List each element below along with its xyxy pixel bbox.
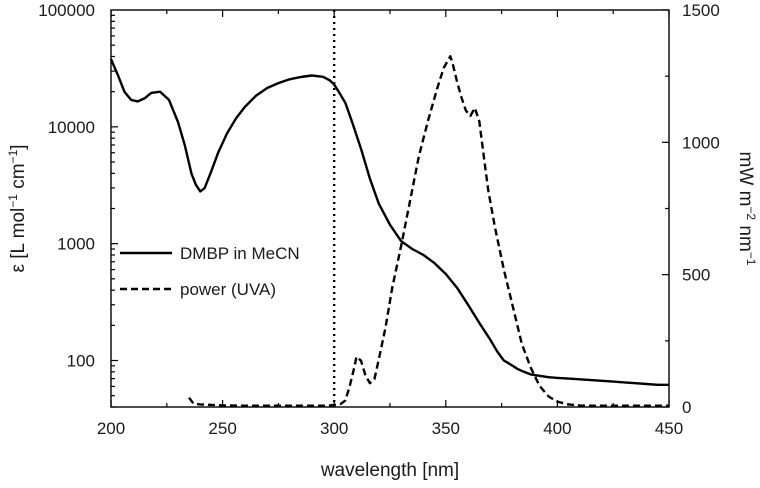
left-axis-title-sup2: −1 (6, 149, 20, 163)
left-axis-title: ε [L mol−1 cm−1] (6, 144, 29, 272)
left-axis-title-mid: cm (8, 163, 29, 194)
legend-label-power: power (UVA) (180, 280, 276, 299)
right-tick-label: 500 (682, 266, 710, 285)
right-tick-label: 0 (682, 398, 691, 417)
x-tick-label: 350 (432, 419, 460, 438)
x-axis-title: wavelength [nm] (320, 460, 459, 481)
legend-label-dmbp: DMBP in MeCN (180, 244, 300, 263)
left-axis: 100 1000 10000 100000 (38, 1, 118, 408)
left-tick-label: 1000 (57, 235, 95, 254)
left-tick-label: 100000 (38, 1, 95, 20)
right-axis-title-sup2: −1 (744, 252, 758, 266)
x-tick-label: 200 (97, 419, 125, 438)
x-tick-label: 450 (655, 419, 683, 438)
right-axis-title-mid: nm (735, 220, 756, 252)
bottom-axis: 200 250 300 350 400 450 (97, 10, 683, 438)
right-axis-title: mW m−2 nm−1 (735, 152, 758, 266)
right-axis-title-sup1: −2 (744, 206, 758, 220)
series-line-dmbp (109, 58, 669, 386)
left-axis-title-sup1: −1 (6, 194, 20, 208)
x-tick-label: 250 (208, 419, 236, 438)
right-tick-label: 1000 (682, 133, 720, 152)
series-line-power (188, 55, 669, 407)
x-tick-label: 300 (320, 419, 348, 438)
x-tick-label: 400 (543, 419, 571, 438)
right-axis-title-main: mW m (735, 152, 756, 207)
left-axis-title-end: ] (8, 144, 29, 149)
left-tick-label: 10000 (48, 118, 95, 137)
legend: DMBP in MeCN power (UVA) (120, 244, 300, 299)
left-tick-label: 100 (67, 352, 95, 371)
right-tick-label: 1500 (682, 1, 720, 20)
right-axis: 0 500 1000 1500 (662, 1, 720, 417)
plot-frame (110, 9, 670, 408)
plot-area (109, 9, 670, 408)
left-axis-title-main: ε [L mol (8, 208, 29, 273)
